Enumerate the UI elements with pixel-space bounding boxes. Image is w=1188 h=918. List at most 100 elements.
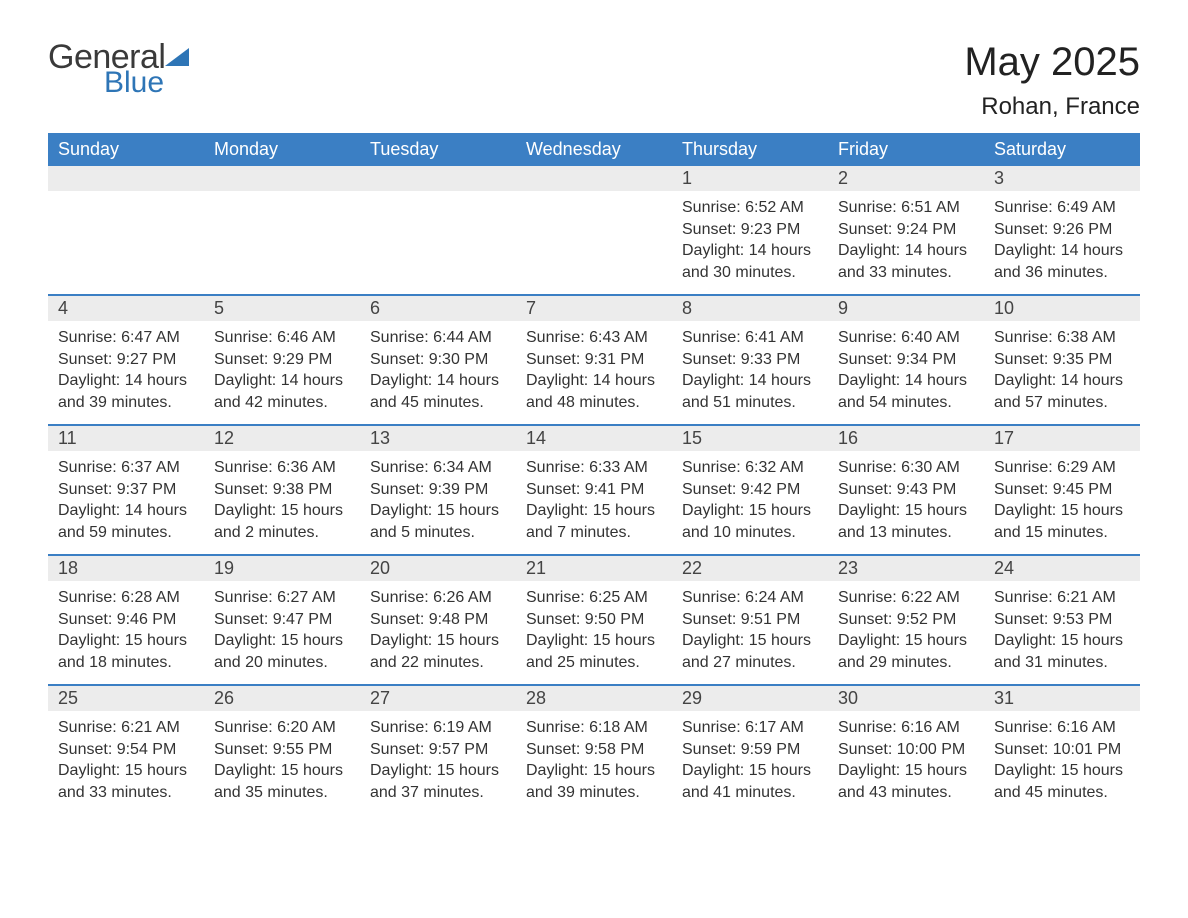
- day-cell: 1Sunrise: 6:52 AMSunset: 9:23 PMDaylight…: [672, 166, 828, 294]
- daylight: Daylight: 15 hours and 20 minutes.: [214, 630, 350, 673]
- day-number: 23: [828, 556, 984, 581]
- day-cell: [516, 166, 672, 294]
- day-body: Sunrise: 6:27 AMSunset: 9:47 PMDaylight:…: [204, 581, 360, 683]
- sunrise: Sunrise: 6:17 AM: [682, 717, 818, 739]
- daylight: Daylight: 15 hours and 43 minutes.: [838, 760, 974, 803]
- sunrise: Sunrise: 6:25 AM: [526, 587, 662, 609]
- daylight: Daylight: 15 hours and 2 minutes.: [214, 500, 350, 543]
- sunrise: Sunrise: 6:24 AM: [682, 587, 818, 609]
- day-cell: 8Sunrise: 6:41 AMSunset: 9:33 PMDaylight…: [672, 296, 828, 424]
- month-title: May 2025: [964, 40, 1140, 85]
- week-row: 4Sunrise: 6:47 AMSunset: 9:27 PMDaylight…: [48, 294, 1140, 424]
- day-body: Sunrise: 6:32 AMSunset: 9:42 PMDaylight:…: [672, 451, 828, 553]
- daylight: Daylight: 14 hours and 30 minutes.: [682, 240, 818, 283]
- sunrise: Sunrise: 6:38 AM: [994, 327, 1130, 349]
- day-body: Sunrise: 6:36 AMSunset: 9:38 PMDaylight:…: [204, 451, 360, 553]
- sunrise: Sunrise: 6:30 AM: [838, 457, 974, 479]
- day-body: Sunrise: 6:43 AMSunset: 9:31 PMDaylight:…: [516, 321, 672, 423]
- daylight: Daylight: 15 hours and 39 minutes.: [526, 760, 662, 803]
- day-cell: 9Sunrise: 6:40 AMSunset: 9:34 PMDaylight…: [828, 296, 984, 424]
- day-number: 31: [984, 686, 1140, 711]
- sunset: Sunset: 9:54 PM: [58, 739, 194, 761]
- sunset: Sunset: 9:51 PM: [682, 609, 818, 631]
- day-body: Sunrise: 6:49 AMSunset: 9:26 PMDaylight:…: [984, 191, 1140, 293]
- day-number: 15: [672, 426, 828, 451]
- logo-blue: Blue: [104, 68, 165, 98]
- daylight: Daylight: 14 hours and 45 minutes.: [370, 370, 506, 413]
- day-number: 11: [48, 426, 204, 451]
- sunset: Sunset: 9:39 PM: [370, 479, 506, 501]
- sunset: Sunset: 9:50 PM: [526, 609, 662, 631]
- sunset: Sunset: 9:52 PM: [838, 609, 974, 631]
- sunset: Sunset: 9:55 PM: [214, 739, 350, 761]
- day-cell: 16Sunrise: 6:30 AMSunset: 9:43 PMDayligh…: [828, 426, 984, 554]
- dow-friday: Friday: [828, 133, 984, 166]
- calendar: Sunday Monday Tuesday Wednesday Thursday…: [48, 133, 1140, 814]
- day-number: 25: [48, 686, 204, 711]
- day-body: Sunrise: 6:25 AMSunset: 9:50 PMDaylight:…: [516, 581, 672, 683]
- daylight: Daylight: 15 hours and 15 minutes.: [994, 500, 1130, 543]
- day-body: Sunrise: 6:38 AMSunset: 9:35 PMDaylight:…: [984, 321, 1140, 423]
- sunrise: Sunrise: 6:46 AM: [214, 327, 350, 349]
- day-body: Sunrise: 6:30 AMSunset: 9:43 PMDaylight:…: [828, 451, 984, 553]
- day-number: 26: [204, 686, 360, 711]
- days-of-week-row: Sunday Monday Tuesday Wednesday Thursday…: [48, 133, 1140, 166]
- day-number: 18: [48, 556, 204, 581]
- sunrise: Sunrise: 6:16 AM: [838, 717, 974, 739]
- day-number: 4: [48, 296, 204, 321]
- day-number: 20: [360, 556, 516, 581]
- week-row: 11Sunrise: 6:37 AMSunset: 9:37 PMDayligh…: [48, 424, 1140, 554]
- day-body: Sunrise: 6:19 AMSunset: 9:57 PMDaylight:…: [360, 711, 516, 813]
- day-body: Sunrise: 6:51 AMSunset: 9:24 PMDaylight:…: [828, 191, 984, 293]
- sunset: Sunset: 9:34 PM: [838, 349, 974, 371]
- day-cell: 3Sunrise: 6:49 AMSunset: 9:26 PMDaylight…: [984, 166, 1140, 294]
- day-cell: 15Sunrise: 6:32 AMSunset: 9:42 PMDayligh…: [672, 426, 828, 554]
- daylight: Daylight: 15 hours and 27 minutes.: [682, 630, 818, 673]
- daylight: Daylight: 15 hours and 31 minutes.: [994, 630, 1130, 673]
- day-cell: 21Sunrise: 6:25 AMSunset: 9:50 PMDayligh…: [516, 556, 672, 684]
- sunrise: Sunrise: 6:33 AM: [526, 457, 662, 479]
- day-body: Sunrise: 6:16 AMSunset: 10:01 PMDaylight…: [984, 711, 1140, 813]
- day-number: [360, 166, 516, 191]
- day-number: 14: [516, 426, 672, 451]
- sunset: Sunset: 9:23 PM: [682, 219, 818, 241]
- day-cell: 30Sunrise: 6:16 AMSunset: 10:00 PMDaylig…: [828, 686, 984, 814]
- daylight: Daylight: 15 hours and 35 minutes.: [214, 760, 350, 803]
- day-cell: 6Sunrise: 6:44 AMSunset: 9:30 PMDaylight…: [360, 296, 516, 424]
- sunset: Sunset: 10:01 PM: [994, 739, 1130, 761]
- sunrise: Sunrise: 6:32 AM: [682, 457, 818, 479]
- sunset: Sunset: 9:58 PM: [526, 739, 662, 761]
- day-cell: 28Sunrise: 6:18 AMSunset: 9:58 PMDayligh…: [516, 686, 672, 814]
- day-body: Sunrise: 6:33 AMSunset: 9:41 PMDaylight:…: [516, 451, 672, 553]
- sunrise: Sunrise: 6:43 AM: [526, 327, 662, 349]
- sunset: Sunset: 9:41 PM: [526, 479, 662, 501]
- day-cell: 31Sunrise: 6:16 AMSunset: 10:01 PMDaylig…: [984, 686, 1140, 814]
- sunrise: Sunrise: 6:44 AM: [370, 327, 506, 349]
- week-row: 25Sunrise: 6:21 AMSunset: 9:54 PMDayligh…: [48, 684, 1140, 814]
- sunrise: Sunrise: 6:29 AM: [994, 457, 1130, 479]
- day-number: 13: [360, 426, 516, 451]
- day-cell: 2Sunrise: 6:51 AMSunset: 9:24 PMDaylight…: [828, 166, 984, 294]
- day-number: 16: [828, 426, 984, 451]
- daylight: Daylight: 14 hours and 42 minutes.: [214, 370, 350, 413]
- daylight: Daylight: 14 hours and 39 minutes.: [58, 370, 194, 413]
- day-number: 19: [204, 556, 360, 581]
- sunrise: Sunrise: 6:20 AM: [214, 717, 350, 739]
- day-number: 10: [984, 296, 1140, 321]
- sunset: Sunset: 9:38 PM: [214, 479, 350, 501]
- day-number: 2: [828, 166, 984, 191]
- sunrise: Sunrise: 6:36 AM: [214, 457, 350, 479]
- sunrise: Sunrise: 6:47 AM: [58, 327, 194, 349]
- day-number: 21: [516, 556, 672, 581]
- header: General Blue May 2025 Rohan, France: [48, 40, 1140, 121]
- day-cell: 22Sunrise: 6:24 AMSunset: 9:51 PMDayligh…: [672, 556, 828, 684]
- sunset: Sunset: 9:26 PM: [994, 219, 1130, 241]
- day-cell: 24Sunrise: 6:21 AMSunset: 9:53 PMDayligh…: [984, 556, 1140, 684]
- day-cell: 20Sunrise: 6:26 AMSunset: 9:48 PMDayligh…: [360, 556, 516, 684]
- day-cell: 18Sunrise: 6:28 AMSunset: 9:46 PMDayligh…: [48, 556, 204, 684]
- day-cell: 14Sunrise: 6:33 AMSunset: 9:41 PMDayligh…: [516, 426, 672, 554]
- day-body: Sunrise: 6:18 AMSunset: 9:58 PMDaylight:…: [516, 711, 672, 813]
- day-cell: 17Sunrise: 6:29 AMSunset: 9:45 PMDayligh…: [984, 426, 1140, 554]
- week-row: 18Sunrise: 6:28 AMSunset: 9:46 PMDayligh…: [48, 554, 1140, 684]
- sunset: Sunset: 9:42 PM: [682, 479, 818, 501]
